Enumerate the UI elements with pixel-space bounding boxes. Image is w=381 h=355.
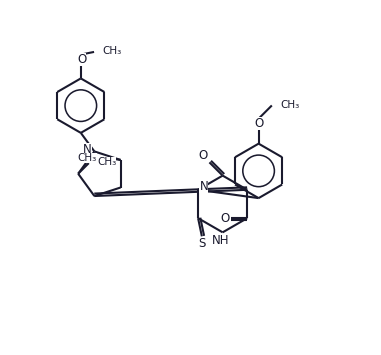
Text: O: O: [255, 117, 264, 130]
Text: CH₃: CH₃: [77, 153, 97, 163]
Text: O: O: [198, 149, 207, 162]
Text: CH₃: CH₃: [280, 100, 299, 110]
Text: CH₃: CH₃: [102, 46, 122, 56]
Text: S: S: [198, 237, 206, 250]
Text: N: N: [83, 143, 92, 156]
Text: CH₃: CH₃: [97, 157, 116, 167]
Text: O: O: [220, 212, 229, 225]
Text: O: O: [77, 53, 86, 66]
Text: NH: NH: [212, 234, 229, 247]
Text: N: N: [199, 180, 208, 193]
